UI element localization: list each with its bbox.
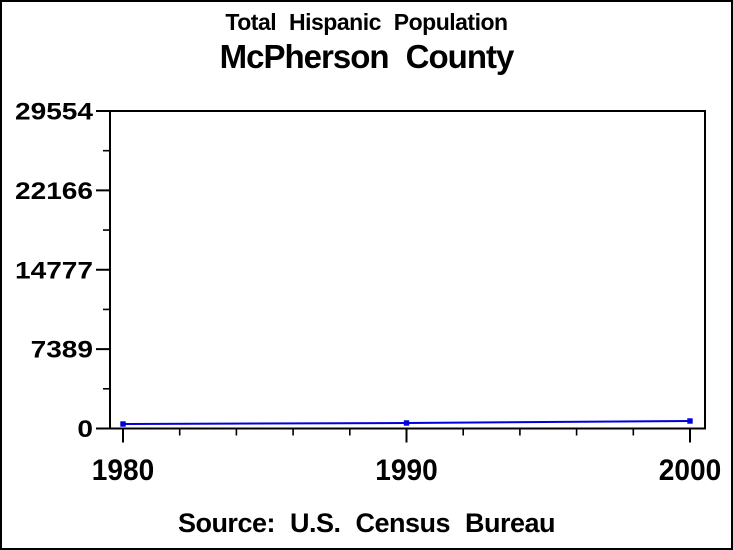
data-point-marker: [120, 421, 126, 427]
data-point-marker: [403, 420, 410, 426]
axis-frame: [109, 110, 706, 430]
y-tick-label: 0: [77, 416, 93, 443]
chart-title: Total Hispanic Population: [225, 9, 508, 35]
chart-subtitle: McPherson County: [219, 38, 515, 75]
y-tick-label: 29554: [15, 99, 94, 126]
y-tick-label: 14777: [15, 257, 93, 284]
y-tick-label: 22166: [15, 178, 93, 205]
x-tick-label: 2000: [659, 454, 721, 487]
data-point-marker: [687, 418, 693, 424]
source-note: Source: U.S. Census Bureau: [177, 508, 556, 538]
x-tick-label: 1990: [375, 454, 437, 487]
y-tick-label: 7389: [31, 337, 93, 364]
x-tick-label: 1980: [92, 454, 154, 487]
